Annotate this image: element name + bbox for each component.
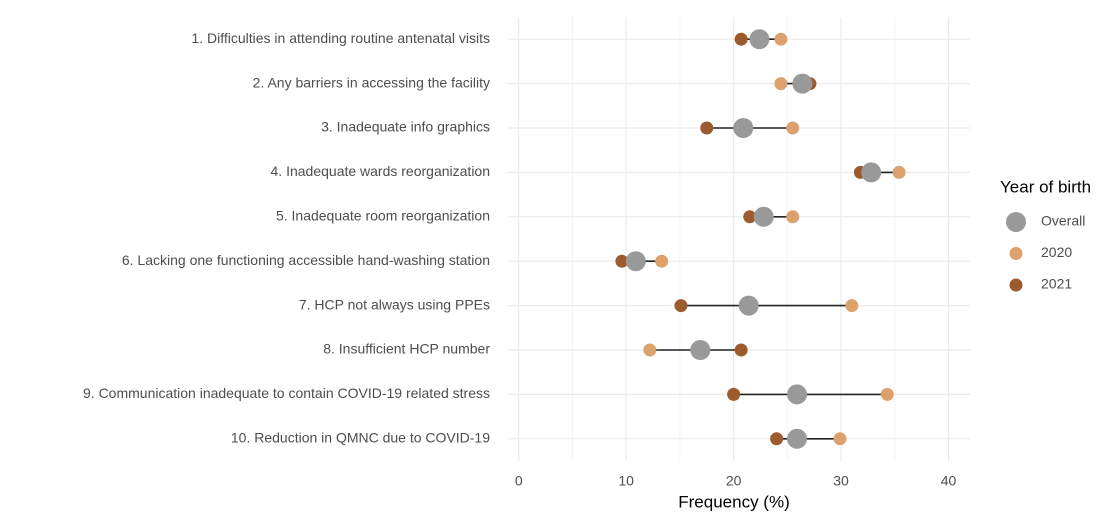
dot bbox=[615, 254, 629, 268]
y-tick-label: 9. Communication inadequate to contain C… bbox=[83, 385, 490, 401]
legend-marker bbox=[1009, 247, 1023, 260]
dot bbox=[674, 299, 688, 313]
x-tick-label: 10 bbox=[618, 473, 634, 489]
y-tick-label: 7. HCP not always using PPEs bbox=[299, 296, 490, 312]
dot bbox=[786, 210, 800, 224]
dot bbox=[734, 343, 748, 357]
x-tick-label: 40 bbox=[941, 473, 957, 489]
dot bbox=[734, 32, 748, 46]
x-tick-label: 30 bbox=[833, 473, 849, 489]
dot bbox=[787, 428, 808, 449]
dot bbox=[786, 121, 800, 135]
dot bbox=[753, 206, 774, 227]
dot bbox=[733, 118, 754, 138]
y-tick-label: 3. Inadequate info graphics bbox=[321, 119, 490, 135]
y-tick-label: 10. Reduction in QMNC due to COVID-19 bbox=[231, 430, 490, 446]
dot bbox=[774, 77, 788, 91]
y-tick-label: 2. Any barriers in accessing the facilit… bbox=[253, 74, 490, 90]
y-tick-label: 8. Insufficient HCP number bbox=[323, 341, 490, 357]
dot bbox=[700, 121, 714, 135]
dot bbox=[792, 73, 813, 94]
legend-title: Year of birth bbox=[1000, 177, 1091, 196]
dot bbox=[770, 432, 784, 446]
dot bbox=[643, 343, 657, 357]
dot bbox=[833, 432, 847, 446]
y-tick-label: 6. Lacking one functioning accessible ha… bbox=[122, 252, 490, 268]
dot bbox=[743, 210, 757, 224]
dot bbox=[655, 254, 669, 268]
dot bbox=[861, 162, 882, 183]
dot bbox=[690, 340, 711, 360]
dot bbox=[845, 299, 859, 313]
x-axis-title: Frequency (%) bbox=[678, 492, 789, 511]
x-tick-label: 20 bbox=[726, 473, 742, 489]
dot bbox=[738, 295, 759, 316]
dot bbox=[880, 387, 894, 401]
legend-label: 2021 bbox=[1041, 276, 1072, 292]
legend-marker bbox=[1009, 278, 1023, 292]
x-tick-label: 0 bbox=[515, 473, 523, 489]
dot bbox=[625, 251, 646, 272]
y-tick-label: 5. Inadequate room reorganization bbox=[276, 208, 490, 224]
dot bbox=[774, 32, 788, 46]
dot bbox=[892, 165, 906, 179]
dot bbox=[787, 384, 808, 405]
y-tick-label: 4. Inadequate wards reorganization bbox=[271, 163, 490, 179]
legend-marker bbox=[1006, 212, 1026, 232]
y-tick-label: 1. Difficulties in attending routine ant… bbox=[191, 30, 490, 46]
legend-label: Overall bbox=[1041, 213, 1085, 229]
dot bbox=[727, 387, 741, 401]
dot bbox=[749, 29, 770, 50]
legend-label: 2020 bbox=[1041, 244, 1072, 260]
